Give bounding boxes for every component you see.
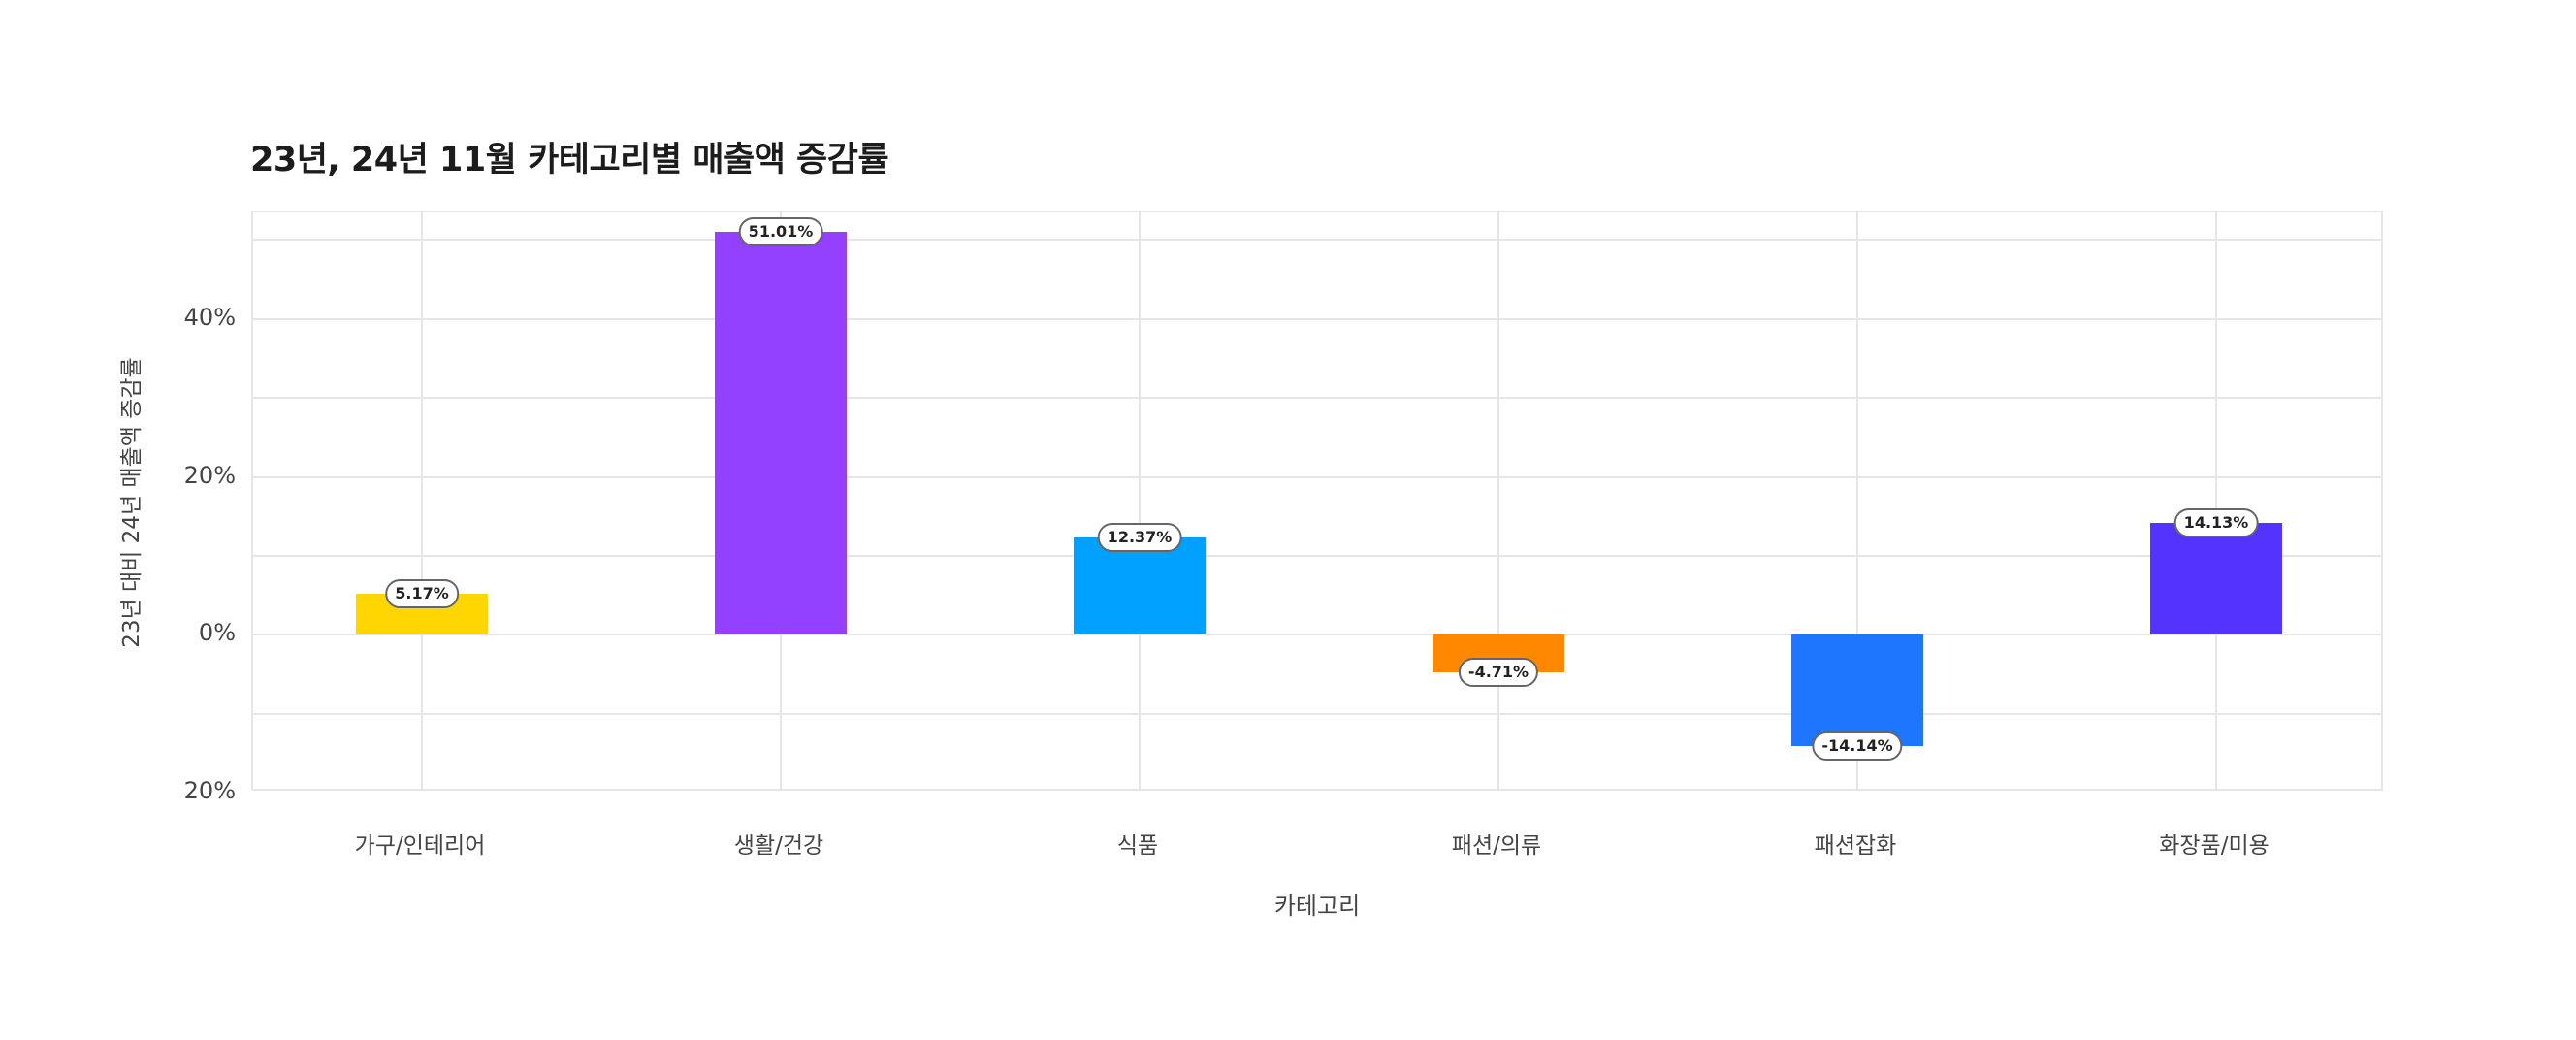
bar-fashion-accessories[interactable]: [1791, 634, 1923, 747]
horizontal-gridline: [253, 317, 2381, 320]
x-axis-title: 카테고리: [1273, 893, 1361, 920]
x-tick-label: 화장품/미용: [2159, 833, 2270, 859]
vertical-gridline: [1497, 212, 1499, 789]
vertical-gridline: [1139, 212, 1141, 789]
vertical-gridline: [1856, 212, 1858, 789]
value-label: 14.13%: [2174, 508, 2259, 538]
x-tick-label: 패션잡화: [1814, 833, 1897, 859]
horizontal-gridline: [253, 554, 2381, 557]
x-tick-label: 식품: [1116, 833, 1159, 859]
value-label: -4.71%: [1458, 657, 1539, 687]
vertical-gridline: [2215, 212, 2217, 789]
y-tick-label: 20%: [183, 461, 236, 489]
y-axis-ticks: 40% 20% 0% 20%: [0, 211, 236, 804]
horizontal-gridline: [253, 712, 2381, 715]
value-label: 12.37%: [1097, 522, 1182, 552]
chart-title: 23년, 24년 11월 카테고리별 매출액 증감률: [250, 141, 889, 179]
horizontal-gridline: [253, 634, 2381, 636]
bar-cosmetics-beauty[interactable]: [2150, 523, 2282, 635]
vertical-gridline: [421, 212, 423, 789]
horizontal-gridline: [253, 397, 2381, 400]
bar-living-health[interactable]: [715, 232, 847, 635]
horizontal-gridline: [253, 475, 2381, 478]
y-tick-label: 0%: [198, 619, 236, 647]
value-label: -14.14%: [1812, 731, 1903, 762]
x-tick-label: 생활/건강: [733, 833, 824, 859]
x-tick-label: 패션/의류: [1451, 833, 1542, 859]
value-label: 51.01%: [738, 217, 823, 247]
horizontal-gridline: [253, 239, 2381, 242]
value-label: 5.17%: [385, 579, 459, 609]
y-tick-label: 40%: [183, 303, 236, 331]
y-tick-label: 20%: [183, 777, 236, 804]
x-tick-label: 가구/인테리어: [354, 833, 486, 859]
plot-area: 5.17% 51.01% 12.37% -4.71% -14.14% 14.13…: [251, 211, 2383, 791]
bar-food[interactable]: [1074, 536, 1206, 635]
